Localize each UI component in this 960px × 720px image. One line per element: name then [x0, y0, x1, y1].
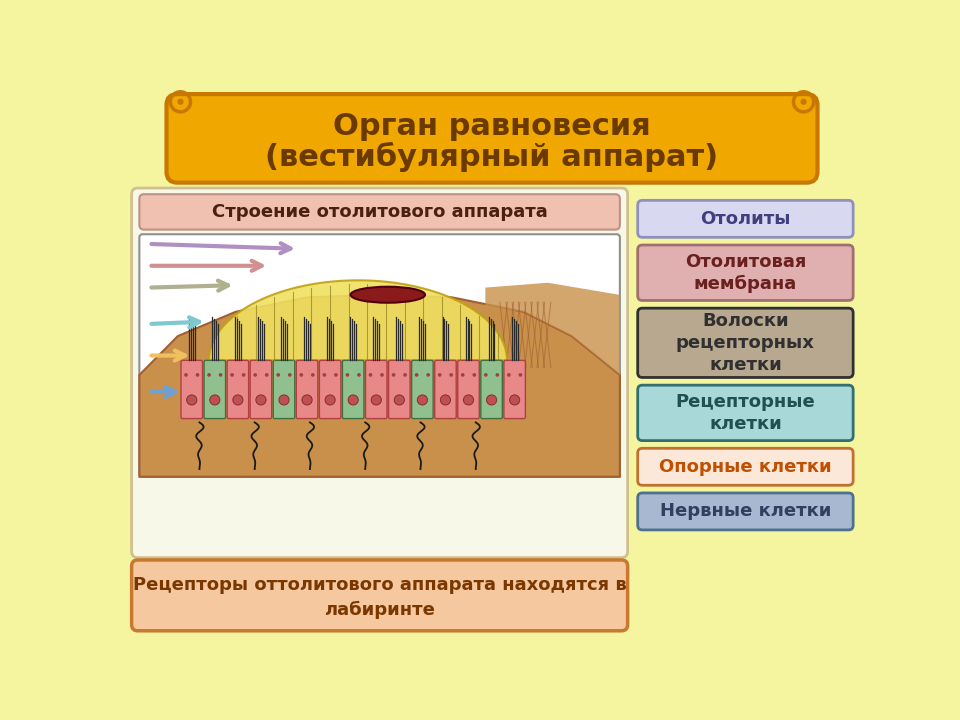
Text: Рецепторные
клетки: Рецепторные клетки: [676, 393, 815, 433]
Text: лабиринте: лабиринте: [324, 600, 435, 618]
FancyBboxPatch shape: [343, 361, 364, 418]
FancyBboxPatch shape: [132, 560, 628, 631]
FancyBboxPatch shape: [637, 200, 853, 238]
Circle shape: [801, 99, 806, 105]
Polygon shape: [139, 295, 620, 477]
Text: Отолитовая
мембрана: Отолитовая мембрана: [684, 253, 806, 293]
Circle shape: [403, 373, 407, 377]
Circle shape: [178, 99, 183, 105]
Circle shape: [518, 373, 522, 377]
FancyBboxPatch shape: [166, 94, 818, 183]
Circle shape: [265, 373, 269, 377]
FancyBboxPatch shape: [297, 361, 318, 418]
FancyBboxPatch shape: [504, 361, 525, 418]
FancyBboxPatch shape: [181, 361, 203, 418]
FancyBboxPatch shape: [637, 449, 853, 485]
Circle shape: [346, 373, 349, 377]
Circle shape: [256, 395, 266, 405]
FancyBboxPatch shape: [389, 361, 410, 418]
Circle shape: [184, 373, 188, 377]
Circle shape: [441, 395, 450, 405]
Circle shape: [325, 395, 335, 405]
Circle shape: [449, 373, 453, 377]
Circle shape: [487, 395, 496, 405]
FancyBboxPatch shape: [366, 361, 387, 418]
Circle shape: [233, 395, 243, 405]
FancyBboxPatch shape: [435, 361, 456, 418]
FancyBboxPatch shape: [481, 361, 502, 418]
Text: Волоски
рецепторных
клетки: Волоски рецепторных клетки: [676, 312, 815, 374]
Circle shape: [510, 395, 519, 405]
FancyBboxPatch shape: [274, 361, 295, 418]
FancyBboxPatch shape: [139, 234, 620, 477]
FancyBboxPatch shape: [132, 188, 628, 557]
FancyBboxPatch shape: [637, 385, 853, 441]
Circle shape: [426, 373, 430, 377]
Circle shape: [219, 373, 223, 377]
FancyBboxPatch shape: [251, 361, 272, 418]
Circle shape: [357, 373, 361, 377]
Text: (вестибулярный аппарат): (вестибулярный аппарат): [265, 143, 719, 172]
FancyBboxPatch shape: [458, 361, 479, 418]
Circle shape: [196, 373, 200, 377]
Circle shape: [311, 373, 315, 377]
Circle shape: [464, 395, 473, 405]
Circle shape: [372, 395, 381, 405]
Polygon shape: [209, 280, 507, 361]
Circle shape: [209, 395, 220, 405]
Circle shape: [230, 373, 234, 377]
Text: Строение отолитового аппарата: Строение отолитового аппарата: [212, 203, 547, 221]
FancyBboxPatch shape: [637, 245, 853, 300]
Circle shape: [415, 373, 419, 377]
FancyBboxPatch shape: [139, 194, 620, 230]
Circle shape: [186, 395, 197, 405]
Polygon shape: [486, 283, 620, 375]
Circle shape: [507, 373, 511, 377]
Circle shape: [334, 373, 338, 377]
Circle shape: [438, 373, 442, 377]
FancyBboxPatch shape: [228, 361, 249, 418]
Circle shape: [276, 373, 280, 377]
FancyBboxPatch shape: [204, 361, 226, 418]
Text: Отолиты: Отолиты: [700, 210, 791, 228]
Circle shape: [323, 373, 326, 377]
Circle shape: [300, 373, 303, 377]
Circle shape: [348, 395, 358, 405]
Circle shape: [288, 373, 292, 377]
Circle shape: [369, 373, 372, 377]
FancyBboxPatch shape: [637, 493, 853, 530]
Text: Нервные клетки: Нервные клетки: [660, 503, 831, 521]
Circle shape: [484, 373, 488, 377]
Text: Опорные клетки: Опорные клетки: [660, 458, 831, 476]
Ellipse shape: [350, 287, 425, 302]
Circle shape: [395, 395, 404, 405]
Circle shape: [302, 395, 312, 405]
Circle shape: [207, 373, 211, 377]
Circle shape: [253, 373, 257, 377]
Text: Орган равновесия: Орган равновесия: [333, 112, 651, 141]
FancyBboxPatch shape: [412, 361, 433, 418]
Circle shape: [380, 373, 384, 377]
Circle shape: [495, 373, 499, 377]
Circle shape: [418, 395, 427, 405]
Circle shape: [279, 395, 289, 405]
FancyBboxPatch shape: [637, 308, 853, 377]
Circle shape: [461, 373, 465, 377]
FancyBboxPatch shape: [320, 361, 341, 418]
Circle shape: [242, 373, 246, 377]
Circle shape: [472, 373, 476, 377]
Circle shape: [392, 373, 396, 377]
Text: Рецепторы оттолитового аппарата находятся в: Рецепторы оттолитового аппарата находятс…: [132, 576, 627, 594]
